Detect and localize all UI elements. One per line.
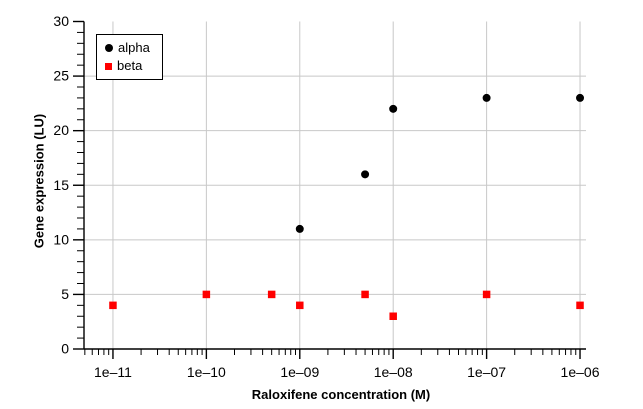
legend-item-alpha: alpha [105, 41, 150, 55]
x-tick-label: 1e–11 [94, 364, 132, 380]
data-point-beta [109, 301, 117, 310]
data-point-beta [482, 290, 491, 299]
y-tick-label: 10 [53, 231, 69, 247]
beta-square-marker-icon [105, 62, 112, 70]
y-tick-label: 0 [61, 341, 69, 357]
data-point-alpha [576, 93, 585, 102]
x-tick-label: 1e–09 [280, 364, 319, 380]
y-tick-label: 15 [53, 177, 69, 193]
y-tick-label: 20 [53, 122, 69, 138]
data-point-alpha [361, 170, 370, 179]
x-tick-label: 1e–07 [467, 364, 506, 380]
data-point-beta [361, 290, 369, 299]
x-tick-label: 1e–10 [187, 364, 226, 380]
data-point-alpha [389, 104, 398, 113]
legend-label-alpha: alpha [118, 40, 150, 55]
legend-label-beta: beta [117, 58, 143, 73]
data-point-beta [267, 290, 276, 299]
data-point-beta [296, 301, 304, 310]
x-tick-label: 1e–08 [374, 364, 413, 380]
legend-item-beta: beta [105, 59, 150, 73]
data-point-beta [389, 312, 397, 320]
data-point-beta [576, 301, 584, 310]
legend: alpha beta [96, 34, 163, 80]
y-tick-label: 30 [53, 13, 69, 29]
y-axis-title: Gene expression (LU) [31, 113, 47, 249]
data-point-beta [202, 290, 211, 299]
y-tick-label: 5 [61, 286, 69, 302]
alpha-circle-marker-icon [105, 44, 113, 52]
data-point-alpha [482, 93, 491, 102]
data-point-alpha [295, 224, 304, 233]
y-tick-label: 25 [53, 68, 69, 84]
x-tick-label: 1e–06 [561, 364, 600, 380]
x-axis-title: Raloxifene concentration (M) [251, 387, 431, 402]
